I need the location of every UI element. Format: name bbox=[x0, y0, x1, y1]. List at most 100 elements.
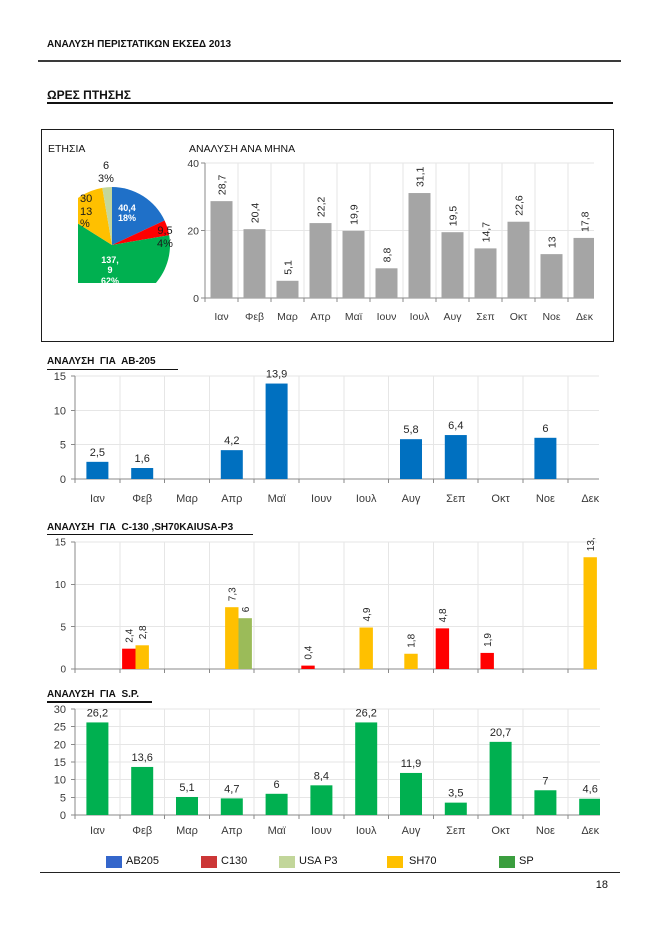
bar bbox=[534, 437, 557, 479]
legend-swatch-usa-p3 bbox=[279, 856, 295, 868]
bar-value-label: 2,5 bbox=[90, 447, 105, 459]
bar-value-label: 26,2 bbox=[87, 707, 108, 719]
pie-slice-label: 137, bbox=[101, 255, 119, 265]
x-category-label: Αυγ bbox=[444, 311, 463, 323]
x-category-label: Σεπ bbox=[446, 825, 466, 837]
pie-slice-label: % bbox=[80, 218, 90, 230]
x-category-label: Απρ bbox=[310, 311, 330, 323]
bar-value-label: 6,4 bbox=[448, 420, 463, 432]
pie-slice-label: 62% bbox=[101, 276, 119, 286]
bar bbox=[489, 741, 512, 815]
bar bbox=[583, 557, 597, 669]
bar bbox=[309, 223, 332, 298]
x-category-label: Ιουλ bbox=[356, 493, 377, 505]
y-tick-label: 5 bbox=[60, 622, 66, 633]
y-tick-label: 20 bbox=[54, 739, 66, 751]
header-divider bbox=[38, 60, 621, 62]
bar bbox=[220, 798, 243, 815]
pie-slice-label: 40,4 bbox=[118, 203, 136, 213]
bar bbox=[265, 793, 288, 815]
x-category-label: Σεπ bbox=[446, 493, 466, 505]
bar bbox=[301, 665, 315, 669]
y-tick-label: 5 bbox=[60, 440, 66, 452]
bar-value-label: 22,2 bbox=[315, 196, 327, 217]
ab205-bar-chart: 0 5 10 15 2,5 1,6 4,2 13,9 5,8 6,4 6 Ιαν Φεβ Μαρ Απρ Μα… bbox=[54, 369, 600, 505]
y-tick-label: 0 bbox=[60, 810, 66, 822]
x-category-label: Μαϊ bbox=[268, 493, 287, 505]
y-tick-label: 25 bbox=[54, 722, 66, 734]
x-category-label: Οκτ bbox=[510, 311, 528, 323]
x-category-label: Οκτ bbox=[491, 493, 510, 505]
legend-swatch-sh70 bbox=[387, 856, 403, 868]
bar bbox=[400, 439, 422, 479]
bar bbox=[534, 790, 557, 815]
bar-value-label: 31,1 bbox=[414, 166, 426, 187]
pie-slice bbox=[78, 223, 170, 283]
page-number: 18 bbox=[595, 879, 608, 891]
x-category-label: Φεβ bbox=[132, 825, 152, 837]
bar-value-label: 6 bbox=[542, 423, 548, 435]
sp-title-underline bbox=[47, 701, 152, 703]
pie-slice-label: 3% bbox=[98, 173, 114, 185]
y-tick-label: 30 bbox=[54, 704, 66, 716]
c130-chart-title: ΑΝΑΛΥΣΗ ΓΙΑ C-130 ,SH70ΚΑΙUSA-P3 bbox=[47, 522, 234, 533]
x-category-label: Μαρ bbox=[176, 493, 198, 505]
bar bbox=[507, 221, 530, 298]
bar-value-label: 13,2 bbox=[586, 531, 597, 551]
y-tick-label: 5 bbox=[60, 792, 66, 804]
x-category-label: Μαϊ bbox=[345, 311, 363, 323]
pie-slice bbox=[78, 187, 112, 245]
x-category-label: Νοε bbox=[542, 311, 560, 323]
pie-slice bbox=[112, 220, 170, 245]
y-tick-label: 15 bbox=[55, 538, 67, 549]
bar bbox=[122, 648, 136, 669]
bar-value-label: 1,9 bbox=[483, 633, 494, 647]
x-category-label: Μαρ bbox=[176, 825, 198, 837]
annual-summary-panel bbox=[41, 129, 614, 342]
x-category-label: Μαρ bbox=[277, 311, 298, 323]
bar-value-label: 7,3 bbox=[227, 587, 238, 601]
bar-value-label: 8,8 bbox=[381, 248, 393, 263]
bar-value-label: 2,8 bbox=[138, 625, 149, 639]
y-tick-label: 0 bbox=[60, 665, 66, 676]
y-tick-label: 0 bbox=[60, 474, 66, 486]
monthly-chart-title: ΑΝΑΛΥΣΗ ΑΝΑ ΜΗΝΑ bbox=[189, 143, 296, 155]
section-title: ΩΡΕΣ ΠΤΗΣΗΣ bbox=[47, 88, 131, 102]
bar-value-label: 4,8 bbox=[438, 608, 449, 622]
x-category-label: Απρ bbox=[221, 493, 242, 505]
bar bbox=[243, 229, 266, 298]
x-category-label: Νοε bbox=[536, 493, 555, 505]
bar bbox=[310, 785, 333, 815]
legend-swatch-ab205 bbox=[106, 856, 122, 868]
bar-value-label: 1,8 bbox=[407, 633, 418, 647]
bar-value-label: 28,7 bbox=[216, 175, 228, 196]
annual-pie-title: ΕΤΗΣΙΑ bbox=[48, 143, 86, 155]
bar bbox=[210, 201, 233, 298]
bar-series-group: 2,4 0,4 4,8 1,9 2,8 7,3 4,9 1,8 13,2 6 bbox=[122, 531, 597, 669]
x-category-label: Απρ bbox=[221, 825, 242, 837]
document-header-title: ΑΝΑΛΥΣΗ ΠΕΡΙΣΤΑΤΙΚΩΝ ΕΚΣΕΔ 2013 bbox=[47, 39, 232, 50]
bar bbox=[444, 802, 467, 815]
bar-value-label: 2,4 bbox=[124, 628, 135, 642]
bar-series-group: 2,5 1,6 4,2 13,9 5,8 6,4 6 bbox=[86, 369, 557, 479]
y-tick-label: 10 bbox=[54, 405, 66, 417]
bar bbox=[400, 772, 422, 815]
bar bbox=[404, 653, 418, 669]
bar-value-label: 13,9 bbox=[266, 369, 287, 381]
y-tick-label: 10 bbox=[54, 775, 66, 787]
c130-title-underline bbox=[47, 533, 253, 535]
bar bbox=[573, 237, 594, 298]
y-tick-label: 40 bbox=[187, 158, 199, 170]
x-category-label: Οκτ bbox=[491, 825, 510, 837]
bar-value-label: 1,6 bbox=[135, 453, 150, 465]
bar-value-label: 4,2 bbox=[224, 435, 239, 447]
bar-value-label: 6 bbox=[241, 606, 252, 612]
bar-value-label: 13 bbox=[546, 236, 558, 248]
bar bbox=[86, 461, 109, 479]
bar-value-label: 11,9 bbox=[401, 758, 422, 770]
bar-value-label: 6 bbox=[274, 779, 280, 791]
bar bbox=[176, 796, 198, 815]
bar bbox=[238, 618, 252, 669]
bar-value-label: 19,9 bbox=[348, 204, 360, 225]
